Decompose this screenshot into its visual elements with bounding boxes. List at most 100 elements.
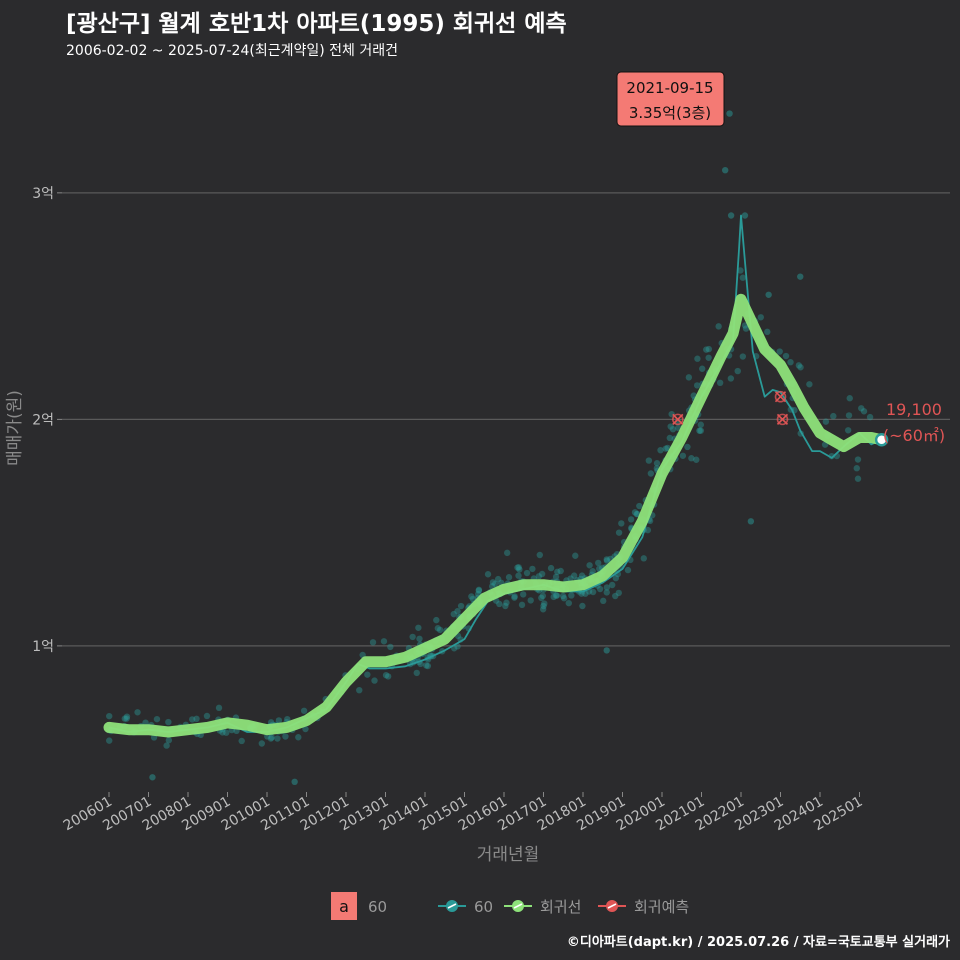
scatter-point	[424, 662, 432, 670]
scatter-point	[505, 574, 513, 581]
scatter-point	[540, 602, 547, 610]
legend-key-label: 60	[368, 898, 387, 916]
scatter-point	[705, 345, 713, 353]
scatter-point	[764, 328, 771, 336]
scatter-point	[645, 457, 653, 464]
scatter-point	[454, 608, 461, 615]
scatter-point	[846, 395, 853, 402]
scatter-point	[219, 729, 226, 736]
scatter-point	[662, 445, 669, 452]
scatter-point	[434, 625, 442, 632]
scatter-point	[703, 346, 710, 353]
scatter-point	[356, 686, 363, 694]
scatter-point	[489, 579, 497, 586]
scatter-point	[538, 594, 545, 602]
scatter-point	[615, 589, 622, 597]
scatter-point	[371, 677, 378, 684]
scatter-point	[787, 358, 794, 366]
grid-lines	[62, 192, 950, 647]
scatter-point	[845, 412, 853, 419]
scatter-point	[716, 379, 724, 387]
scatter-point	[685, 374, 693, 381]
callout-box	[616, 71, 725, 127]
scatter-point	[765, 291, 772, 298]
scatter-point	[134, 709, 141, 716]
scatter-point	[737, 267, 744, 274]
scatter-point	[694, 355, 701, 362]
y-tick-label: 3억	[32, 186, 54, 202]
scatter-points	[105, 110, 874, 786]
scatter-point	[795, 362, 803, 369]
y-axis-ticks: 1억 2억 3억	[32, 186, 62, 655]
legend-item-60: 60	[438, 898, 493, 916]
scatter-point	[830, 412, 837, 420]
annotations: 2021-09-15 3.35억(3층) 19,100 (~60㎡)	[616, 71, 945, 447]
scatter-point	[553, 592, 561, 599]
last-price-label: 19,100	[886, 400, 942, 419]
scatter-point	[238, 737, 245, 745]
y-tick-label: 2억	[32, 412, 54, 428]
scatter-point	[624, 566, 632, 574]
scatter-point	[302, 725, 309, 733]
regression-line	[103, 293, 888, 738]
scatter-point	[516, 566, 523, 573]
scatter-point	[484, 571, 492, 578]
scatter-point	[822, 418, 830, 425]
prediction-marker	[671, 413, 684, 426]
scatter-point	[679, 452, 687, 459]
scatter-point	[693, 382, 701, 389]
scatter-point	[806, 381, 813, 388]
scatter-point	[669, 425, 677, 433]
scatter-point	[565, 599, 572, 607]
scatter-point	[860, 408, 868, 415]
scatter-point	[275, 717, 283, 724]
regression-series	[103, 293, 888, 738]
scatter-point	[603, 556, 610, 563]
scatter-point	[106, 712, 113, 720]
scatter-point	[511, 594, 518, 601]
scatter-point	[274, 735, 281, 742]
scatter-point	[149, 774, 156, 781]
scatter-point	[559, 592, 567, 600]
scatter-point	[457, 602, 465, 610]
scatter-point	[858, 405, 865, 412]
prediction-cross	[774, 391, 787, 403]
scatter-point	[552, 592, 560, 599]
scatter-point	[384, 673, 392, 680]
scatter-point	[215, 704, 223, 712]
prediction-marker	[774, 390, 787, 403]
last-point-marker	[874, 433, 889, 447]
scatter-point	[727, 212, 735, 219]
scatter-point	[741, 212, 749, 219]
scatter-point	[284, 715, 291, 723]
scatter-point	[782, 352, 790, 360]
scatter-point	[267, 735, 275, 742]
scatter-point	[223, 729, 230, 736]
callout-price: 3.35억(3층)	[629, 104, 711, 122]
scatter-point	[627, 516, 635, 523]
scatter-point	[382, 671, 390, 679]
scatter-point	[568, 592, 575, 599]
scatter-point	[567, 575, 574, 582]
scatter-point	[423, 662, 430, 669]
scatter-point	[615, 529, 623, 536]
scatter-point	[776, 348, 783, 355]
scatter-point	[515, 564, 522, 571]
scatter-point	[518, 601, 526, 609]
scatter-point	[503, 549, 511, 557]
scatter-point	[475, 587, 483, 594]
scatter-point	[165, 737, 173, 744]
prediction-marker	[776, 413, 789, 426]
legend-label: 60	[474, 898, 493, 916]
scatter-point	[797, 364, 804, 371]
legend-item-prediction: 회귀예측	[598, 898, 689, 916]
scatter-point	[697, 421, 705, 428]
scatter-point	[123, 713, 131, 720]
scatter-point	[726, 110, 733, 117]
moving-average-series	[108, 214, 882, 733]
legend-dot-mark	[447, 903, 457, 909]
scatter-point	[696, 427, 703, 434]
scatter-point	[572, 552, 579, 559]
scatter-point	[667, 423, 674, 430]
x-axis-title: 거래년월	[477, 845, 540, 865]
